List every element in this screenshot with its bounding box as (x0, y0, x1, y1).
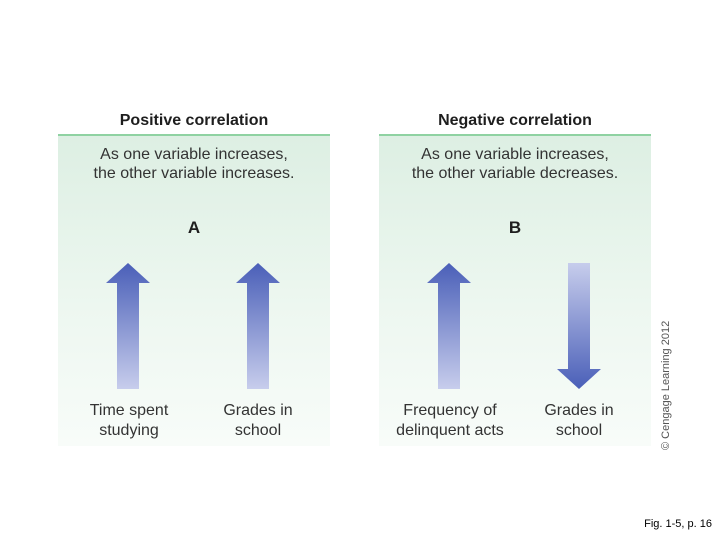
variable-label-line2: delinquent acts (396, 422, 504, 439)
variable-label-line2: studying (99, 422, 159, 439)
variable-label-grades: Grades in school (193, 401, 323, 441)
panel-b-description: As one variable increases, the other var… (379, 145, 651, 183)
variable-label-grades: Grades in school (514, 401, 644, 441)
variable-label-line2: school (555, 422, 603, 439)
panel-a-letter: A (187, 218, 201, 237)
arrow-up-icon (236, 263, 280, 389)
panel-a: As one variable increases, the other var… (58, 134, 330, 446)
panel-b: As one variable increases, the other var… (379, 134, 651, 446)
variable-label-line1: Frequency of (403, 402, 497, 419)
panel-b-description-line1: As one variable increases, (421, 146, 609, 163)
variable-label-line1: Time spent (89, 402, 169, 419)
figure-caption: Fig. 1-5, p. 16 (644, 518, 712, 530)
arrow-up-icon (106, 263, 150, 389)
panel-a-title: Positive correlation (119, 112, 269, 129)
panel-b-letter: B (508, 218, 522, 237)
arrow-down-icon (557, 263, 601, 389)
panel-b-title: Negative correlation (438, 112, 592, 129)
variable-label-line2: school (234, 422, 282, 439)
variable-label-time-spent: Time spent studying (64, 401, 194, 441)
panel-b-description-line2: the other variable decreases. (411, 165, 619, 182)
variable-label-line1: Grades in (223, 402, 293, 419)
panel-a-description-line1: As one variable increases, (100, 146, 288, 163)
variable-label-delinquency: Frequency of delinquent acts (385, 401, 515, 441)
variable-label-line1: Grades in (544, 402, 614, 419)
arrow-up-icon (427, 263, 471, 389)
panel-a-description: As one variable increases, the other var… (58, 145, 330, 183)
copyright-notice: © Cengage Learning 2012 (660, 320, 672, 450)
panel-a-description-line2: the other variable increases. (93, 165, 295, 182)
